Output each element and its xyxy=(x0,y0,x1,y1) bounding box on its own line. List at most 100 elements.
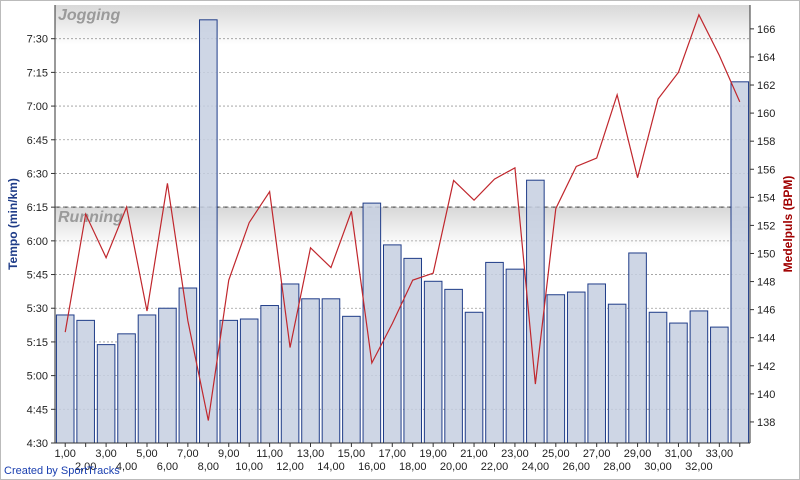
x-tick-label: 33,00 xyxy=(706,448,734,460)
zone-label-0: Jogging xyxy=(58,7,120,24)
tempo-bar-1 xyxy=(55,314,75,444)
tempo-bar-33 xyxy=(710,326,729,444)
right-tick-label: 162 xyxy=(757,80,775,92)
x-tick-label: 9,00 xyxy=(218,448,239,460)
tempo-bar-19 xyxy=(423,280,443,444)
x-tick-label: 17,00 xyxy=(379,448,407,460)
x-tick-label: 21,00 xyxy=(460,448,488,460)
credit-text: Created by SportTracks xyxy=(4,465,120,477)
left-tick-label: 7:15 xyxy=(27,67,48,79)
tempo-bar-13 xyxy=(301,298,320,444)
x-tick-label: 6,00 xyxy=(157,461,178,473)
right-tick-label: 148 xyxy=(757,277,775,289)
right-tick-label: 138 xyxy=(757,417,775,429)
x-tick-label: 28,00 xyxy=(603,461,631,473)
x-tick-label: 19,00 xyxy=(419,448,447,460)
heartrate-line xyxy=(64,13,741,421)
x-tick-label: 25,00 xyxy=(542,448,570,460)
left-tick-label: 6:00 xyxy=(27,236,48,248)
x-tick-label: 23,00 xyxy=(501,448,529,460)
tempo-bar-12 xyxy=(280,283,300,444)
tempo-bar-28 xyxy=(607,303,627,444)
zone-label-1: Running xyxy=(58,209,123,226)
x-tick-label: 18,00 xyxy=(399,461,427,473)
tempo-bar-14 xyxy=(321,298,341,444)
x-tick-label: 14,00 xyxy=(317,461,345,473)
tempo-bar-26 xyxy=(566,291,586,444)
x-tick-label: 22,00 xyxy=(481,461,509,473)
x-tick-label: 12,00 xyxy=(276,461,304,473)
x-tick-label: 30,00 xyxy=(644,461,672,473)
left-tick-label: 4:30 xyxy=(27,438,48,450)
x-tick-label: 8,00 xyxy=(198,461,219,473)
tempo-bar-5 xyxy=(137,314,157,444)
x-tick-label: 31,00 xyxy=(665,448,693,460)
x-tick-label: 29,00 xyxy=(624,448,652,460)
tempo-bar-25 xyxy=(546,294,566,444)
tempo-bar-6 xyxy=(158,307,177,444)
tempo-bar-16 xyxy=(362,202,382,444)
right-tick-label: 140 xyxy=(757,389,775,401)
x-tick-label: 13,00 xyxy=(297,448,325,460)
left-tick-label: 6:15 xyxy=(27,202,48,214)
tempo-bar-9 xyxy=(219,319,239,444)
right-axis-title: Medelpuls (BPM) xyxy=(781,176,795,273)
right-tick-label: 152 xyxy=(757,220,775,232)
left-tick-label: 5:30 xyxy=(27,303,48,315)
x-tick-label: 24,00 xyxy=(522,461,550,473)
x-tick-label: 11,00 xyxy=(256,448,283,460)
left-tick-label: 7:00 xyxy=(27,101,48,113)
tempo-bar-11 xyxy=(260,305,279,444)
tempo-bar-21 xyxy=(464,311,484,444)
tempo-bar-7 xyxy=(178,287,198,444)
right-tick-label: 158 xyxy=(757,136,775,148)
left-axis-title: Tempo (min/km) xyxy=(6,178,20,270)
zone-band-0 xyxy=(55,5,750,45)
x-tick-label: 3,00 xyxy=(95,448,116,460)
tempo-bar-34 xyxy=(730,81,750,444)
left-tick-label: 6:45 xyxy=(27,135,48,147)
x-tick-label: 7,00 xyxy=(177,448,198,460)
right-tick-label: 160 xyxy=(757,108,775,120)
x-tick-label: 1,00 xyxy=(55,448,76,460)
left-tick-label: 4:45 xyxy=(27,404,48,416)
tempo-bar-3 xyxy=(96,344,116,444)
left-tick-label: 7:30 xyxy=(27,34,48,46)
tempo-bar-2 xyxy=(76,319,95,444)
x-tick-label: 4,00 xyxy=(116,461,137,473)
x-tick-label: 2,00 xyxy=(75,461,96,473)
tempo-bar-31 xyxy=(669,322,688,444)
zone-band-1 xyxy=(55,207,750,248)
tempo-bar-23 xyxy=(505,268,525,444)
tempo-bar-20 xyxy=(444,288,463,444)
left-tick-label: 5:45 xyxy=(27,270,48,282)
tempo-bar-27 xyxy=(587,283,606,444)
x-tick-label: 20,00 xyxy=(440,461,468,473)
tempo-bar-32 xyxy=(689,310,709,444)
x-tick-label: 16,00 xyxy=(358,461,386,473)
right-tick-label: 142 xyxy=(757,361,775,373)
tempo-bar-22 xyxy=(485,261,504,444)
x-tick-label: 10,00 xyxy=(235,461,263,473)
right-tick-label: 156 xyxy=(757,164,775,176)
x-tick-label: 32,00 xyxy=(685,461,713,473)
tempo-bar-15 xyxy=(342,315,361,444)
tempo-bar-17 xyxy=(382,244,402,444)
left-tick-label: 6:30 xyxy=(27,168,48,180)
right-tick-label: 154 xyxy=(757,192,775,204)
tempo-bar-18 xyxy=(403,257,423,444)
tempo-bar-10 xyxy=(239,318,259,444)
tempo-bar-30 xyxy=(648,311,668,444)
right-tick-label: 144 xyxy=(757,333,775,345)
left-tick-label: 5:00 xyxy=(27,371,48,383)
x-tick-label: 5,00 xyxy=(136,448,157,460)
x-tick-label: 27,00 xyxy=(583,448,611,460)
right-tick-label: 146 xyxy=(757,305,775,317)
tempo-bar-4 xyxy=(117,333,136,444)
right-tick-label: 164 xyxy=(757,52,775,64)
tempo-bar-29 xyxy=(628,252,647,444)
right-tick-label: 150 xyxy=(757,248,775,260)
tempo-bar-24 xyxy=(526,179,545,444)
